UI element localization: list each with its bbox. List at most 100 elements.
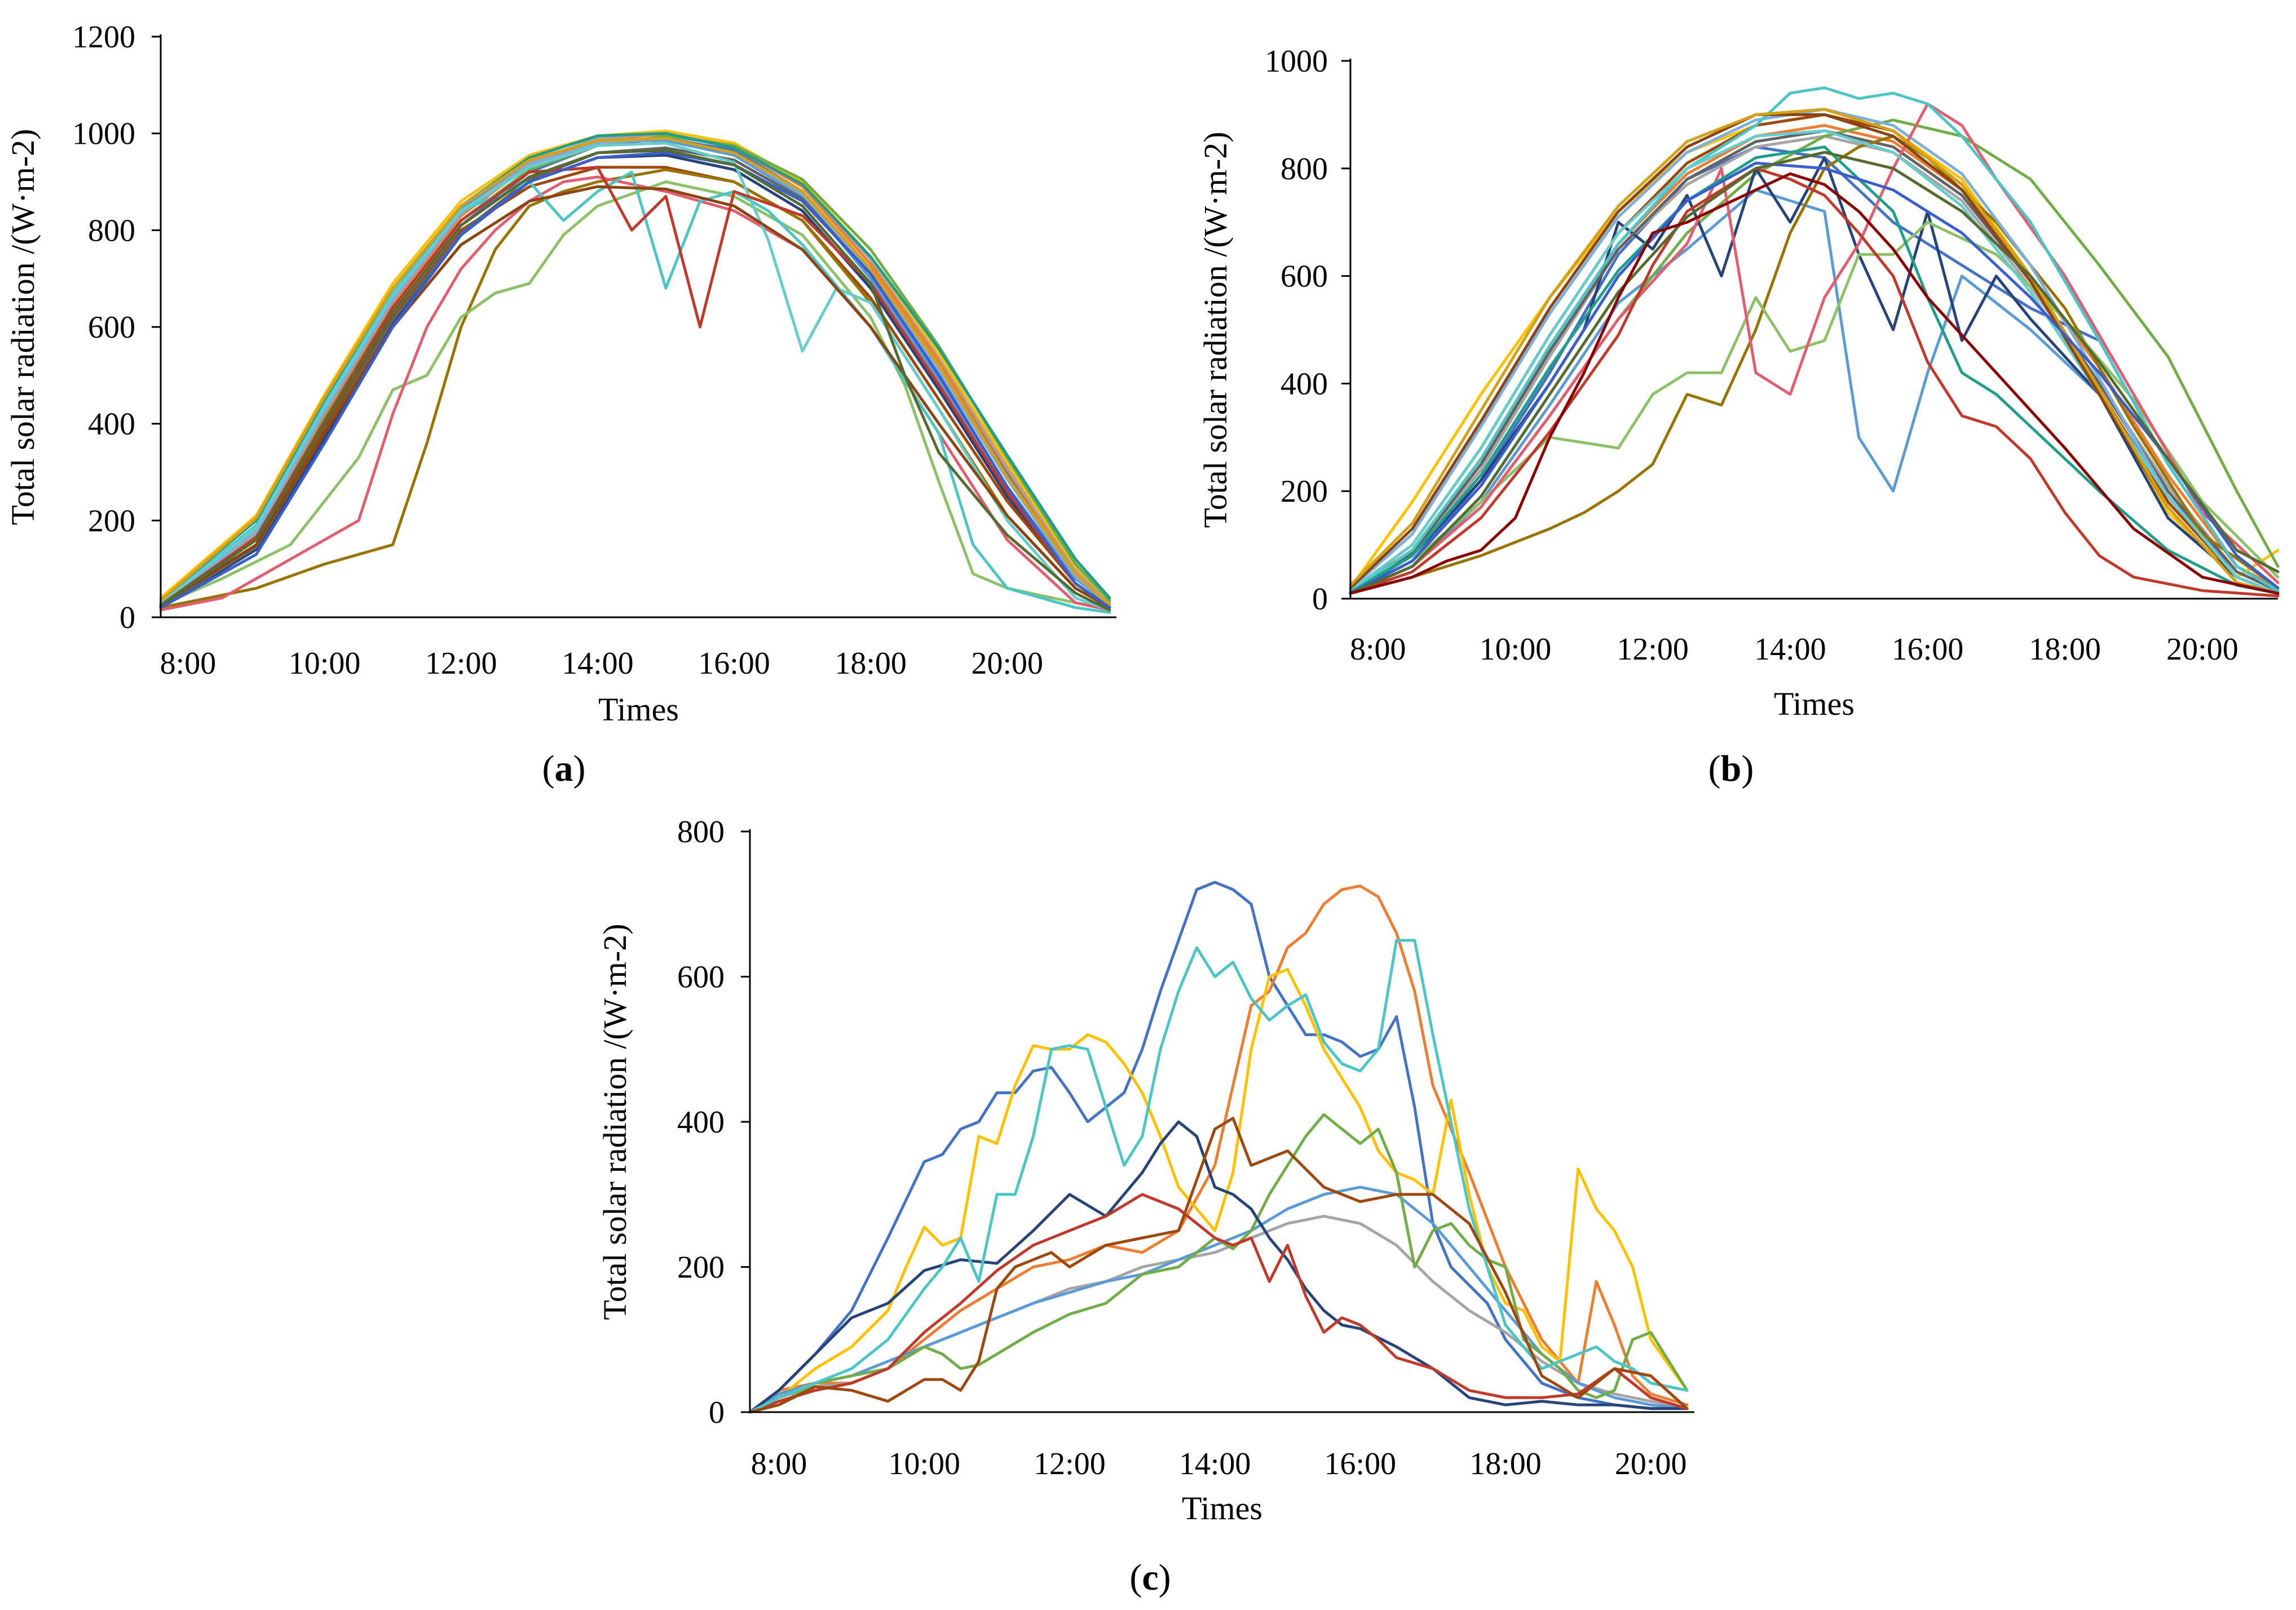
series-line-2 bbox=[1349, 124, 2280, 592]
caption-close-paren: ) bbox=[1741, 748, 1754, 789]
y-tick-label: 0 bbox=[709, 1395, 725, 1430]
panel-a: 0 200 400 600 800 1000 1200 8:00 10:00 12:00 14:00… bbox=[5, 20, 1116, 789]
series-line-15 bbox=[1349, 129, 2280, 595]
y-tick-label: 0 bbox=[120, 600, 135, 635]
panel-caption: (b) bbox=[1708, 748, 1754, 789]
x-tick-label: 10:00 bbox=[1480, 632, 1552, 667]
x-axis-title: Times bbox=[598, 691, 679, 728]
x-tick-label: 8:00 bbox=[1350, 632, 1406, 667]
series-line-9 bbox=[748, 939, 1689, 1414]
x-tick-label: 16:00 bbox=[1892, 632, 1964, 667]
panel-b: 0 200 400 600 800 1000 8:00 10:00 12:00 14:00 16:0… bbox=[1197, 44, 2280, 789]
x-tick-label: 16:00 bbox=[698, 646, 770, 681]
series-line-14 bbox=[1349, 86, 2280, 594]
x-tick-label: 20:00 bbox=[2166, 632, 2238, 667]
series-line-10 bbox=[1349, 135, 2280, 595]
x-tick-label: 20:00 bbox=[972, 646, 1044, 681]
series-line-3 bbox=[748, 1214, 1689, 1414]
x-tick-label: 12:00 bbox=[1034, 1447, 1106, 1481]
series-line-20 bbox=[159, 151, 1111, 609]
series-line-1 bbox=[748, 881, 1689, 1414]
x-tick-label: 12:00 bbox=[1617, 632, 1689, 667]
panel-c: 0 200 400 600 800 8:00 10:00 12:00 14:00 16:00 18:… bbox=[597, 815, 1694, 1598]
x-tick-label: 8:00 bbox=[160, 646, 217, 681]
series-line-8 bbox=[748, 1193, 1689, 1414]
y-tick-label: 600 bbox=[677, 960, 725, 995]
series-line-3 bbox=[159, 132, 1111, 604]
x-tick-label: 12:00 bbox=[425, 646, 497, 681]
y-tick-label: 1000 bbox=[1265, 44, 1328, 79]
series-line-11 bbox=[159, 136, 1111, 607]
y-tick-label: 1200 bbox=[72, 20, 135, 55]
panel-caption: (c) bbox=[1129, 1557, 1171, 1598]
y-axis-title: Total solar radiation /(W·m-2) bbox=[1197, 132, 1234, 528]
caption-open-paren: ( bbox=[1708, 748, 1721, 789]
x-tick-label: 14:00 bbox=[1754, 632, 1826, 667]
x-tick-label: 16:00 bbox=[1324, 1447, 1397, 1481]
series-line-7 bbox=[748, 1120, 1689, 1414]
y-tick-label: 800 bbox=[1281, 152, 1328, 187]
series-line-16 bbox=[159, 166, 1111, 609]
caption-letter: a bbox=[555, 748, 573, 789]
y-tick-label: 1000 bbox=[72, 117, 135, 152]
caption-close-paren: ) bbox=[573, 748, 586, 789]
series-line-8 bbox=[159, 166, 1111, 609]
x-tick-label: 20:00 bbox=[1615, 1447, 1687, 1481]
series-line-12 bbox=[159, 180, 1111, 609]
y-tick-label: 400 bbox=[88, 407, 135, 442]
y-axis-title: Total solar radiation /(W·m-2) bbox=[597, 924, 633, 1320]
series-line-9 bbox=[159, 146, 1111, 608]
y-tick-label: 400 bbox=[1281, 366, 1328, 401]
x-tick-label: 14:00 bbox=[562, 646, 634, 681]
y-tick-label: 200 bbox=[677, 1250, 725, 1285]
caption-open-paren: ( bbox=[542, 748, 555, 789]
series-line-16 bbox=[1349, 167, 2280, 598]
series-line-17 bbox=[1349, 145, 2280, 595]
panel-caption: (a) bbox=[542, 748, 586, 789]
y-tick-label: 400 bbox=[677, 1105, 725, 1140]
y-tick-label: 600 bbox=[88, 310, 135, 345]
series-line-10 bbox=[159, 168, 1111, 609]
series-line-6 bbox=[748, 1113, 1689, 1414]
y-axis-title: Total solar radiation /(W·m-2) bbox=[5, 129, 41, 525]
series-line-13 bbox=[1349, 102, 2280, 595]
x-tick-label: 14:00 bbox=[1179, 1447, 1251, 1481]
series-line-20 bbox=[1349, 161, 2280, 595]
series-line-7 bbox=[1349, 156, 2280, 595]
series-line-19 bbox=[1349, 108, 2280, 595]
y-tick-label: 200 bbox=[88, 503, 135, 538]
series-line-6 bbox=[159, 134, 1111, 607]
x-tick-label: 18:00 bbox=[834, 646, 907, 681]
y-tick-label: 600 bbox=[1281, 259, 1328, 294]
caption-open-paren: ( bbox=[1129, 1557, 1142, 1598]
x-tick-label: 18:00 bbox=[2029, 632, 2101, 667]
series-line-7 bbox=[159, 153, 1111, 609]
x-tick-label: 18:00 bbox=[1469, 1447, 1542, 1481]
caption-letter: b bbox=[1721, 748, 1742, 789]
series-line-2 bbox=[748, 884, 1689, 1414]
series-line-4 bbox=[159, 129, 1111, 602]
x-axis-title: Times bbox=[1774, 685, 1855, 722]
series-line-9 bbox=[1349, 129, 2280, 594]
series-line-18 bbox=[159, 185, 1111, 609]
y-tick-label: 800 bbox=[88, 213, 135, 248]
y-tick-label: 800 bbox=[677, 815, 725, 850]
series-line-10 bbox=[748, 1117, 1689, 1414]
caption-close-paren: ) bbox=[1159, 1557, 1171, 1598]
series-line-5 bbox=[159, 139, 1111, 607]
series-line-4 bbox=[748, 968, 1689, 1414]
series-line-19 bbox=[159, 136, 1111, 607]
x-axis-title: Times bbox=[1182, 1490, 1262, 1527]
y-tick-label: 200 bbox=[1281, 474, 1328, 509]
series-line-21 bbox=[159, 149, 1111, 612]
series-line-2 bbox=[159, 132, 1111, 607]
caption-letter: c bbox=[1142, 1557, 1158, 1598]
series-line-15 bbox=[159, 141, 1111, 612]
series-line-22 bbox=[1349, 172, 2280, 595]
series-line-21 bbox=[1349, 151, 2280, 595]
series-line-1 bbox=[159, 136, 1111, 609]
x-tick-label: 8:00 bbox=[751, 1447, 807, 1481]
x-tick-label: 10:00 bbox=[888, 1447, 960, 1481]
x-tick-label: 10:00 bbox=[289, 646, 361, 681]
